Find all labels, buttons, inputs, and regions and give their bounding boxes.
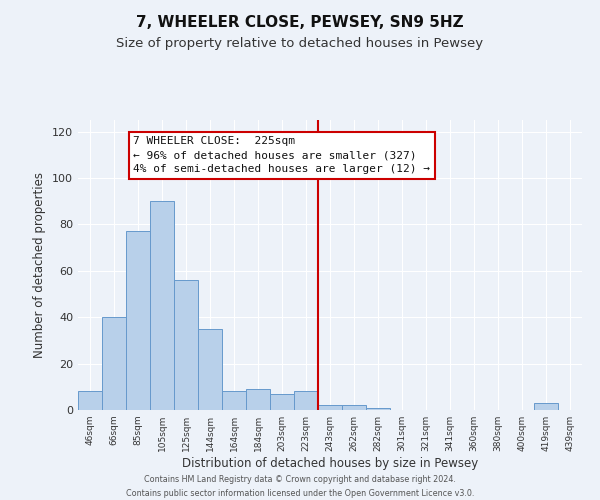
Bar	[294, 392, 318, 410]
Bar	[246, 389, 270, 410]
Bar	[126, 232, 150, 410]
Bar	[270, 394, 294, 410]
Bar	[198, 329, 222, 410]
Text: Contains HM Land Registry data © Crown copyright and database right 2024.
Contai: Contains HM Land Registry data © Crown c…	[126, 476, 474, 498]
Bar	[366, 408, 390, 410]
Bar	[174, 280, 198, 410]
Text: Size of property relative to detached houses in Pewsey: Size of property relative to detached ho…	[116, 38, 484, 51]
Bar	[318, 406, 342, 410]
Bar	[102, 317, 126, 410]
Y-axis label: Number of detached properties: Number of detached properties	[34, 172, 46, 358]
X-axis label: Distribution of detached houses by size in Pewsey: Distribution of detached houses by size …	[182, 457, 478, 470]
Text: 7 WHEELER CLOSE:  225sqm
← 96% of detached houses are smaller (327)
4% of semi-d: 7 WHEELER CLOSE: 225sqm ← 96% of detache…	[133, 136, 430, 174]
Bar	[150, 201, 174, 410]
Bar	[342, 406, 366, 410]
Text: 7, WHEELER CLOSE, PEWSEY, SN9 5HZ: 7, WHEELER CLOSE, PEWSEY, SN9 5HZ	[136, 15, 464, 30]
Bar	[222, 392, 246, 410]
Bar	[78, 392, 102, 410]
Bar	[534, 403, 558, 410]
